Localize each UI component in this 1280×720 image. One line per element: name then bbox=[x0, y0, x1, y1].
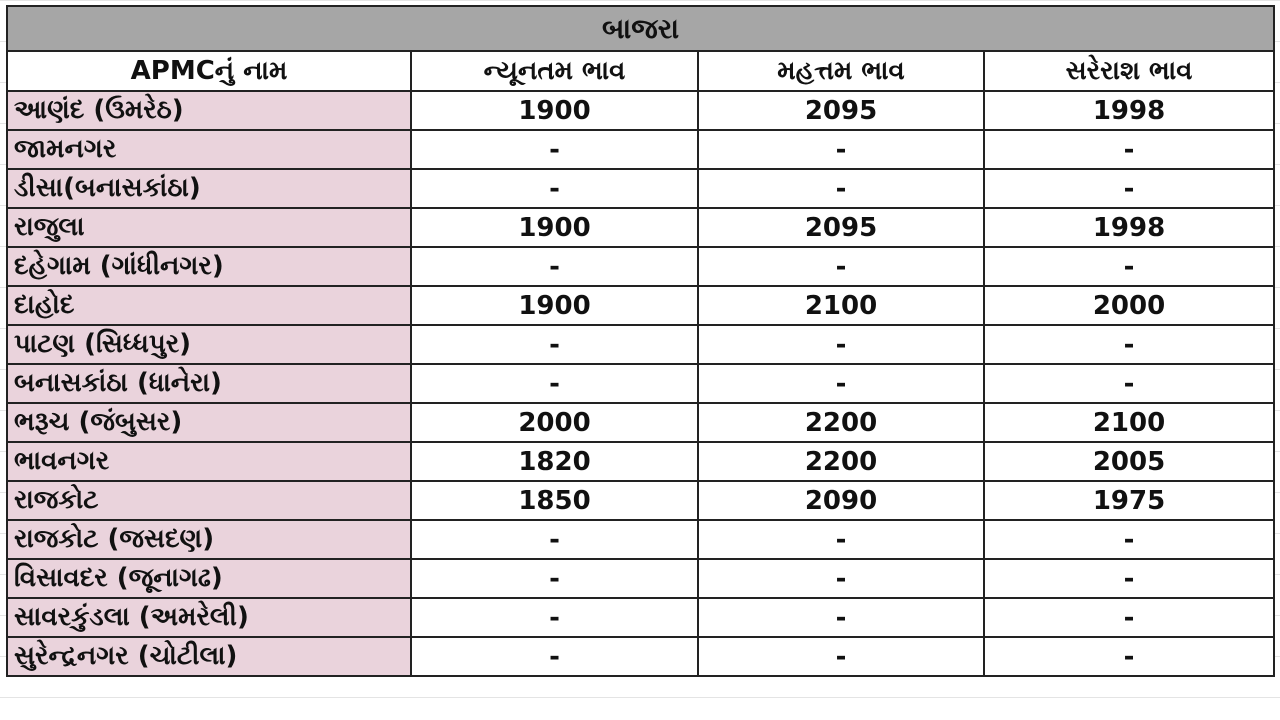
header-row: APMCનું નામ ન્યૂનતમ ભાવ મહત્તમ ભાવ સરેરા… bbox=[6, 50, 1276, 92]
apmc-name-cell: જામનગર bbox=[6, 129, 412, 170]
avg-price-cell: 2005 bbox=[982, 441, 1276, 482]
header-avg-price: સરેરાશ ભાવ bbox=[982, 50, 1276, 92]
header-apmc-name: APMCનું નામ bbox=[6, 50, 412, 92]
max-price-cell: 2090 bbox=[697, 480, 985, 521]
avg-price-cell: - bbox=[982, 519, 1276, 560]
header-min-price: ન્યૂનતમ ભાવ bbox=[410, 50, 699, 92]
table-row: રાજકોટ 1850 2090 1975 bbox=[6, 480, 1276, 521]
max-price-cell: - bbox=[697, 129, 985, 170]
apmc-name-cell: આણંદ (ઉમરેઠ) bbox=[6, 90, 412, 131]
table-row: રાજકોટ (જસદણ) - - - bbox=[6, 519, 1276, 560]
apmc-name-cell: દહેગામ (ગાંધીનગર) bbox=[6, 246, 412, 287]
max-price-cell: 2100 bbox=[697, 285, 985, 326]
min-price-cell: 2000 bbox=[410, 402, 699, 443]
apmc-name-cell: ડીસા(બનાસકાંઠા) bbox=[6, 168, 412, 209]
min-price-cell: 1900 bbox=[410, 207, 699, 248]
table-row: સુરેન્દ્રનગર (ચોટીલા) - - - bbox=[6, 636, 1276, 677]
avg-price-cell: 2000 bbox=[982, 285, 1276, 326]
apmc-name-cell: ભાવનગર bbox=[6, 441, 412, 482]
table-row: દહેગામ (ગાંધીનગર) - - - bbox=[6, 246, 1276, 287]
max-price-cell: - bbox=[697, 324, 985, 365]
avg-price-cell: - bbox=[982, 363, 1276, 404]
table-title: બાજરા bbox=[5, 5, 1276, 52]
apmc-name-cell: બનાસકાંઠા (ધાનેરા) bbox=[6, 363, 412, 404]
apmc-name-cell: રાજુલા bbox=[6, 207, 412, 248]
avg-price-cell: - bbox=[982, 597, 1276, 638]
apmc-name-cell: ભરૂચ (જંબુસર) bbox=[6, 402, 412, 443]
max-price-cell: - bbox=[697, 363, 985, 404]
apmc-name-cell: રાજકોટ (જસદણ) bbox=[6, 519, 412, 560]
avg-price-cell: 1998 bbox=[982, 207, 1276, 248]
table-row: દાહોદ 1900 2100 2000 bbox=[6, 285, 1276, 326]
max-price-cell: - bbox=[697, 636, 985, 677]
avg-price-cell: - bbox=[982, 168, 1276, 209]
avg-price-cell: - bbox=[982, 636, 1276, 677]
max-price-cell: 2200 bbox=[697, 441, 985, 482]
min-price-cell: - bbox=[410, 558, 699, 599]
table-row: બનાસકાંઠા (ધાનેરા) - - - bbox=[6, 363, 1276, 404]
apmc-name-cell: પાટણ (સિધ્ધપુર) bbox=[6, 324, 412, 365]
min-price-cell: - bbox=[410, 519, 699, 560]
table-row: ભરૂચ (જંબુસર) 2000 2200 2100 bbox=[6, 402, 1276, 443]
avg-price-cell: - bbox=[982, 246, 1276, 287]
avg-price-cell: 1998 bbox=[982, 90, 1276, 131]
table-row: રાજુલા 1900 2095 1998 bbox=[6, 207, 1276, 248]
max-price-cell: - bbox=[697, 168, 985, 209]
max-price-cell: - bbox=[697, 246, 985, 287]
min-price-cell: 1820 bbox=[410, 441, 699, 482]
header-max-price: મહત્તમ ભાવ bbox=[697, 50, 985, 92]
table-row: ભાવનગર 1820 2200 2005 bbox=[6, 441, 1276, 482]
avg-price-cell: 2100 bbox=[982, 402, 1276, 443]
min-price-cell: - bbox=[410, 129, 699, 170]
min-price-cell: 1900 bbox=[410, 285, 699, 326]
min-price-cell: - bbox=[410, 363, 699, 404]
apmc-name-cell: દાહોદ bbox=[6, 285, 412, 326]
min-price-cell: 1850 bbox=[410, 480, 699, 521]
price-table: બાજરા APMCનું નામ ન્યૂનતમ ભાવ મહત્તમ ભાવ… bbox=[5, 5, 1276, 677]
avg-price-cell: - bbox=[982, 129, 1276, 170]
max-price-cell: 2095 bbox=[697, 207, 985, 248]
apmc-name-cell: સાવરકુંડલા (અમરેલી) bbox=[6, 597, 412, 638]
max-price-cell: 2200 bbox=[697, 402, 985, 443]
max-price-cell: - bbox=[697, 597, 985, 638]
avg-price-cell: - bbox=[982, 558, 1276, 599]
avg-price-cell: - bbox=[982, 324, 1276, 365]
table-row: વિસાવદર (જૂનાગઢ) - - - bbox=[6, 558, 1276, 599]
table-row: આણંદ (ઉમરેઠ) 1900 2095 1998 bbox=[6, 90, 1276, 131]
min-price-cell: 1900 bbox=[410, 90, 699, 131]
apmc-name-cell: વિસાવદર (જૂનાગઢ) bbox=[6, 558, 412, 599]
min-price-cell: - bbox=[410, 324, 699, 365]
min-price-cell: - bbox=[410, 597, 699, 638]
apmc-name-cell: સુરેન્દ્રનગર (ચોટીલા) bbox=[6, 636, 412, 677]
avg-price-cell: 1975 bbox=[982, 480, 1276, 521]
min-price-cell: - bbox=[410, 246, 699, 287]
min-price-cell: - bbox=[410, 168, 699, 209]
max-price-cell: - bbox=[697, 558, 985, 599]
min-price-cell: - bbox=[410, 636, 699, 677]
table-row: ડીસા(બનાસકાંઠા) - - - bbox=[6, 168, 1276, 209]
table-row: સાવરકુંડલા (અમરેલી) - - - bbox=[6, 597, 1276, 638]
max-price-cell: 2095 bbox=[697, 90, 985, 131]
table-row: પાટણ (સિધ્ધપુર) - - - bbox=[6, 324, 1276, 365]
table-row: જામનગર - - - bbox=[6, 129, 1276, 170]
apmc-name-cell: રાજકોટ bbox=[6, 480, 412, 521]
max-price-cell: - bbox=[697, 519, 985, 560]
